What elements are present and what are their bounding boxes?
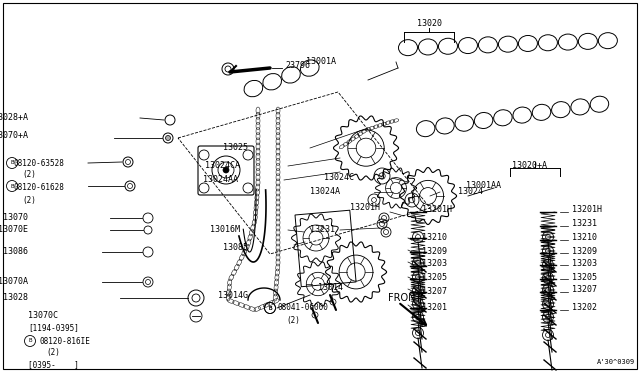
- Text: 13203: 13203: [572, 259, 597, 267]
- Text: 13231: 13231: [572, 219, 597, 228]
- Text: 13202: 13202: [572, 304, 597, 312]
- Text: 13024A: 13024A: [310, 187, 340, 196]
- Text: 13070+A: 13070+A: [0, 131, 28, 140]
- Text: 13201H: 13201H: [572, 205, 602, 215]
- Text: 13014: 13014: [318, 283, 343, 292]
- Text: 13201H: 13201H: [350, 203, 380, 212]
- Text: 13085: 13085: [223, 244, 248, 253]
- Text: (2): (2): [22, 170, 36, 180]
- Text: (2): (2): [22, 196, 36, 205]
- Text: 23796: 23796: [285, 61, 310, 70]
- Circle shape: [166, 135, 170, 141]
- Text: 13024CA: 13024CA: [205, 160, 240, 170]
- Text: 08120-61628: 08120-61628: [14, 183, 65, 192]
- Text: B: B: [10, 160, 14, 166]
- Text: 13024C: 13024C: [324, 173, 354, 183]
- Text: 08041-06000: 08041-06000: [278, 304, 329, 312]
- Text: FRONT: FRONT: [388, 293, 421, 303]
- Text: 13070C: 13070C: [28, 311, 58, 321]
- Text: 13070: 13070: [3, 214, 28, 222]
- Text: 13205: 13205: [572, 273, 597, 282]
- Text: 13070A: 13070A: [0, 278, 28, 286]
- Bar: [295, 210, 356, 287]
- Text: A'30^0309: A'30^0309: [596, 359, 635, 365]
- Text: (2): (2): [46, 349, 60, 357]
- Text: 13203: 13203: [422, 259, 447, 267]
- Text: B: B: [28, 339, 32, 343]
- Text: (2): (2): [286, 315, 300, 324]
- Text: 08120-816IE: 08120-816IE: [40, 337, 91, 346]
- Text: [1194-0395]: [1194-0395]: [28, 324, 79, 333]
- Text: 13205: 13205: [422, 273, 447, 282]
- Text: 13201H: 13201H: [422, 205, 452, 215]
- Text: 13016M: 13016M: [210, 225, 240, 234]
- Text: 13001A: 13001A: [306, 58, 336, 67]
- Text: 13231: 13231: [310, 225, 335, 234]
- Text: 13207: 13207: [422, 286, 447, 295]
- Text: 13209: 13209: [572, 247, 597, 256]
- Text: B: B: [268, 305, 272, 311]
- Circle shape: [223, 167, 229, 173]
- Text: 13014G: 13014G: [218, 292, 248, 301]
- Text: 13207: 13207: [572, 285, 597, 295]
- Text: 13210: 13210: [422, 234, 447, 243]
- Text: 13028+A: 13028+A: [0, 113, 28, 122]
- Text: 08120-63528: 08120-63528: [14, 158, 65, 167]
- Text: B: B: [10, 183, 14, 189]
- Text: 13086: 13086: [3, 247, 28, 257]
- Text: 13209: 13209: [422, 247, 447, 256]
- Text: B: B: [268, 305, 272, 311]
- Text: 13020: 13020: [417, 19, 442, 29]
- Text: 13201: 13201: [422, 302, 447, 311]
- Text: 13024: 13024: [458, 187, 483, 196]
- Text: 13024AA: 13024AA: [203, 174, 238, 183]
- Text: 13001AA: 13001AA: [466, 182, 501, 190]
- Text: 13025: 13025: [223, 144, 248, 153]
- Text: 13070E: 13070E: [0, 225, 28, 234]
- Text: 13028: 13028: [3, 294, 28, 302]
- Text: 13210: 13210: [572, 234, 597, 243]
- Text: 13020+A: 13020+A: [512, 160, 547, 170]
- Text: [0395-    ]: [0395- ]: [28, 360, 79, 369]
